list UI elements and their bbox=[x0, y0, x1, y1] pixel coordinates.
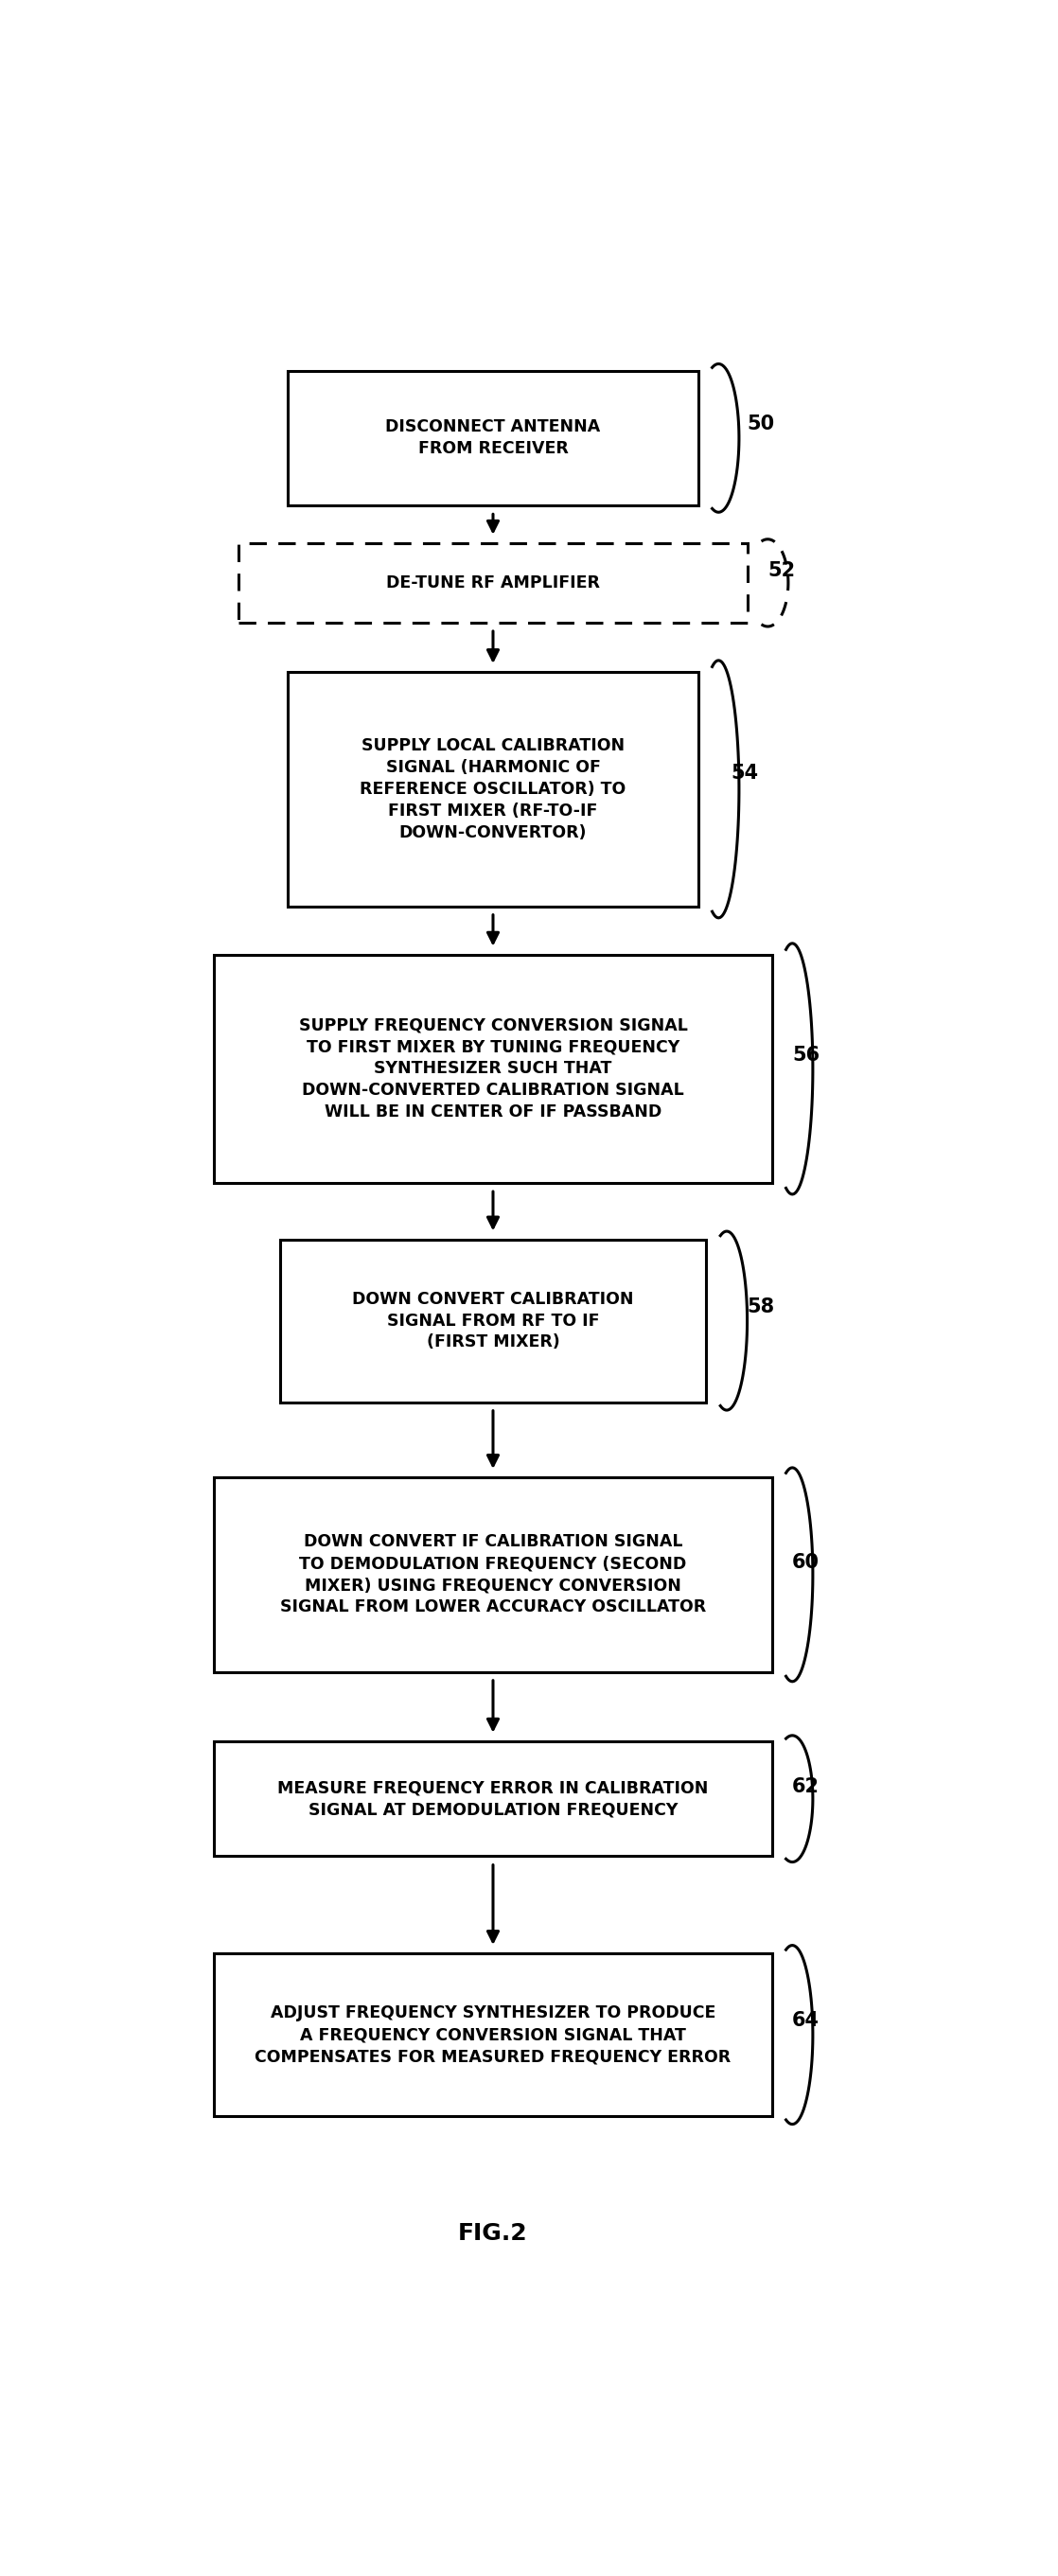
Bar bbox=[214, 1741, 772, 1857]
Text: ADJUST FREQUENCY SYNTHESIZER TO PRODUCE
A FREQUENCY CONVERSION SIGNAL THAT
COMPE: ADJUST FREQUENCY SYNTHESIZER TO PRODUCE … bbox=[255, 2004, 731, 2066]
Text: 56: 56 bbox=[792, 1046, 820, 1064]
Bar bbox=[214, 1479, 772, 1672]
Text: MEASURE FREQUENCY ERROR IN CALIBRATION
SIGNAL AT DEMODULATION FREQUENCY: MEASURE FREQUENCY ERROR IN CALIBRATION S… bbox=[277, 1780, 709, 1819]
Text: DE-TUNE RF AMPLIFIER: DE-TUNE RF AMPLIFIER bbox=[386, 574, 600, 592]
Text: 62: 62 bbox=[792, 1777, 820, 1795]
Text: DISCONNECT ANTENNA
FROM RECEIVER: DISCONNECT ANTENNA FROM RECEIVER bbox=[385, 420, 601, 459]
Bar bbox=[279, 1239, 707, 1401]
Text: FIG.2: FIG.2 bbox=[458, 2221, 528, 2244]
Text: 58: 58 bbox=[747, 1298, 774, 1316]
Text: DOWN CONVERT CALIBRATION
SIGNAL FROM RF TO IF
(FIRST MIXER): DOWN CONVERT CALIBRATION SIGNAL FROM RF … bbox=[352, 1291, 634, 1350]
Text: SUPPLY LOCAL CALIBRATION
SIGNAL (HARMONIC OF
REFERENCE OSCILLATOR) TO
FIRST MIXE: SUPPLY LOCAL CALIBRATION SIGNAL (HARMONI… bbox=[360, 737, 626, 840]
Bar bbox=[214, 956, 772, 1182]
Text: 50: 50 bbox=[747, 415, 774, 433]
Bar bbox=[288, 371, 698, 505]
Bar bbox=[288, 672, 698, 907]
Text: 60: 60 bbox=[792, 1553, 820, 1571]
Text: 64: 64 bbox=[792, 2012, 820, 2030]
Text: 52: 52 bbox=[768, 562, 796, 580]
Bar bbox=[214, 1953, 772, 2115]
Text: SUPPLY FREQUENCY CONVERSION SIGNAL
TO FIRST MIXER BY TUNING FREQUENCY
SYNTHESIZE: SUPPLY FREQUENCY CONVERSION SIGNAL TO FI… bbox=[298, 1018, 688, 1121]
Bar bbox=[239, 544, 747, 623]
Text: DOWN CONVERT IF CALIBRATION SIGNAL
TO DEMODULATION FREQUENCY (SECOND
MIXER) USIN: DOWN CONVERT IF CALIBRATION SIGNAL TO DE… bbox=[280, 1533, 706, 1615]
Text: 54: 54 bbox=[731, 765, 759, 783]
